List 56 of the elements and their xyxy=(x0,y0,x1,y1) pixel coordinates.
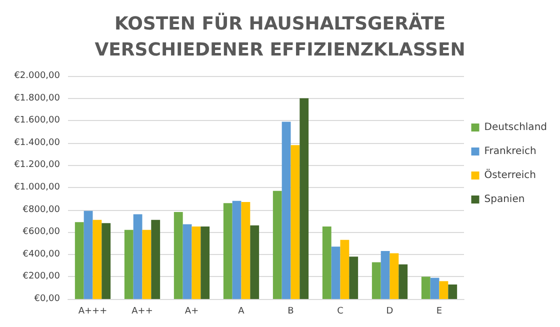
bar xyxy=(331,246,340,299)
bar xyxy=(102,223,111,299)
bar xyxy=(439,281,448,299)
bar xyxy=(84,210,93,299)
bar xyxy=(300,98,309,299)
bar xyxy=(390,253,399,299)
bar xyxy=(192,226,201,299)
bar xyxy=(340,240,350,299)
y-tick-label: €1.200,00 xyxy=(14,160,60,170)
bar xyxy=(151,220,160,299)
x-tick-label: A++ xyxy=(132,306,153,316)
y-tick-label: €0,00 xyxy=(34,294,60,304)
bar xyxy=(290,145,300,299)
bar xyxy=(124,230,134,299)
x-tick-label: E xyxy=(436,306,442,316)
bar xyxy=(448,284,458,299)
y-tick-label: €400,00 xyxy=(22,249,60,260)
bar xyxy=(182,224,192,299)
legend-label: Spanien xyxy=(484,194,525,205)
bar xyxy=(250,225,260,299)
x-tick-label: D xyxy=(386,306,394,316)
bar xyxy=(272,190,282,299)
bar xyxy=(74,222,84,299)
legend-label: Deutschland xyxy=(484,122,547,133)
legend-label: Frankreich xyxy=(484,146,536,157)
y-tick-label: €1.000,00 xyxy=(14,182,60,192)
bar xyxy=(92,220,102,299)
x-tick-label: A xyxy=(238,306,246,316)
bar xyxy=(372,262,381,299)
x-tick-label: A+++ xyxy=(78,306,108,316)
bar xyxy=(223,203,232,299)
legend-label: Österreich xyxy=(484,168,536,181)
bar xyxy=(232,200,242,299)
bar xyxy=(421,276,430,299)
chart-title: KOSTEN FÜR HAUSHALTSGERÄTE VERSCHIEDENER EFFIZIENZKLASSEN xyxy=(94,12,466,60)
y-tick-label: €800,00 xyxy=(22,204,60,215)
y-tick-label: €1.400,00 xyxy=(14,138,60,148)
bar xyxy=(174,212,183,299)
y-tick-label: €1.600,00 xyxy=(14,116,60,126)
bar xyxy=(133,214,142,299)
y-tick-label: €1.800,00 xyxy=(14,93,60,104)
bar xyxy=(241,202,250,299)
x-tick-label: B xyxy=(288,306,294,316)
x-tick-label: A+ xyxy=(184,306,199,316)
y-tick-label: €2.000,00 xyxy=(14,71,60,81)
bar xyxy=(142,230,152,299)
bar xyxy=(380,251,390,299)
bar xyxy=(430,278,440,299)
bar xyxy=(322,226,332,299)
bar xyxy=(398,264,408,299)
bar xyxy=(282,122,291,299)
x-tick-label: C xyxy=(337,306,344,316)
bar xyxy=(200,226,210,299)
bar xyxy=(349,256,358,299)
y-tick-label: €600,00 xyxy=(22,227,60,238)
y-tick-label: €200,00 xyxy=(22,272,60,282)
